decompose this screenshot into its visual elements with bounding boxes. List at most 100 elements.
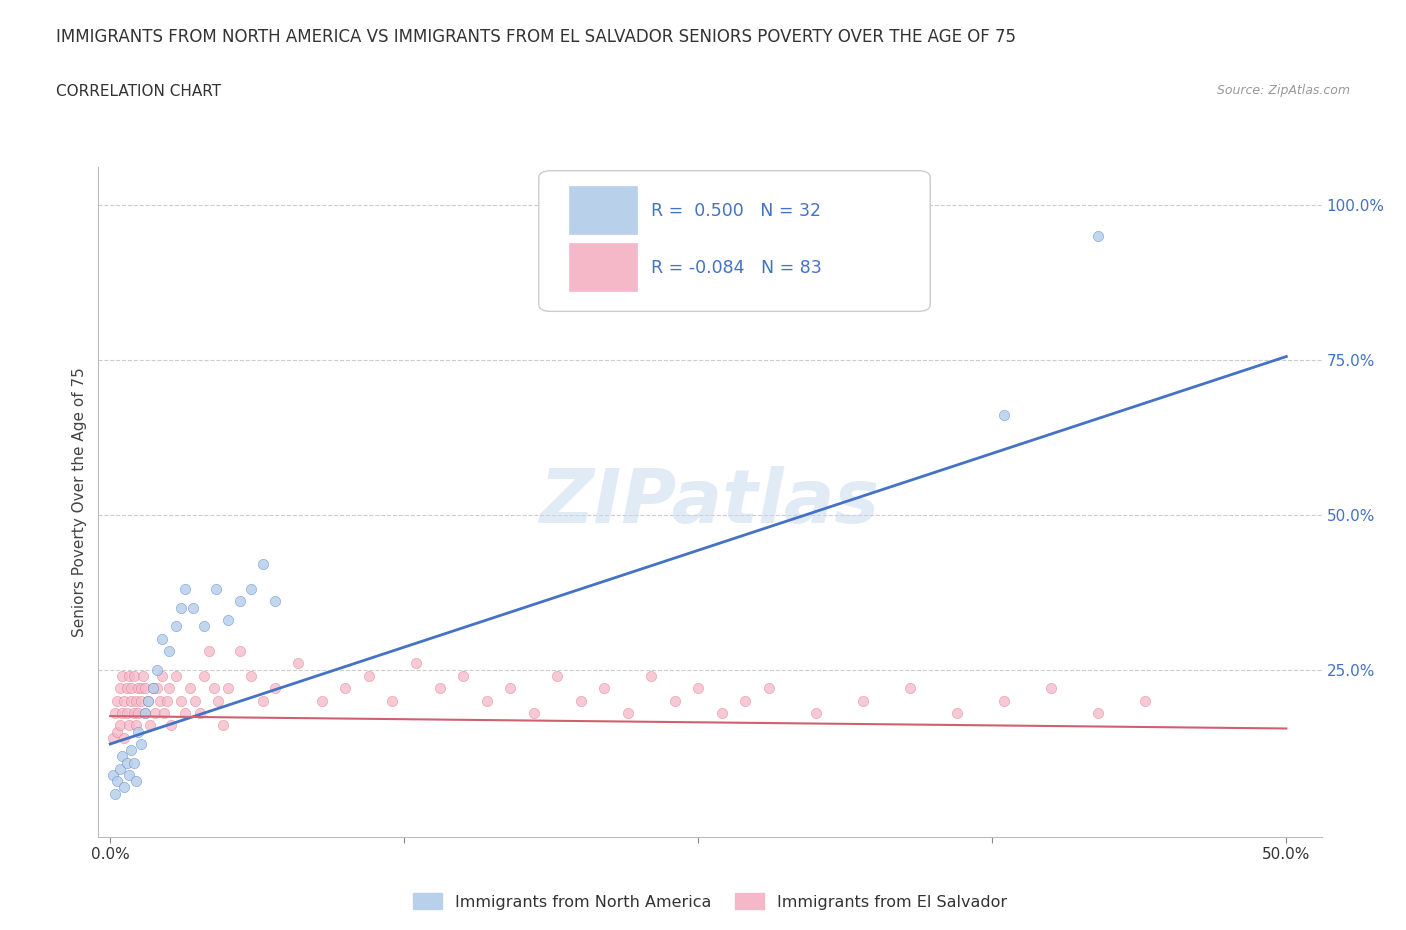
Point	[381, 693, 404, 708]
Point	[120, 693, 142, 708]
Point	[263, 594, 285, 609]
Point	[451, 669, 474, 684]
Point	[139, 718, 162, 733]
Point	[1135, 693, 1157, 708]
Point	[105, 774, 128, 789]
Point	[184, 693, 207, 708]
Point	[118, 718, 141, 733]
Point	[108, 762, 131, 777]
Text: R =  0.500   N = 32: R = 0.500 N = 32	[651, 202, 821, 219]
Point	[170, 693, 193, 708]
Point	[153, 706, 176, 721]
Point	[118, 767, 141, 782]
Point	[127, 706, 149, 721]
Point	[734, 693, 756, 708]
FancyBboxPatch shape	[538, 171, 931, 312]
Point	[150, 669, 173, 684]
Point	[993, 408, 1015, 423]
Point	[174, 581, 197, 596]
Point	[212, 718, 235, 733]
Point	[160, 718, 183, 733]
Point	[946, 706, 969, 721]
Point	[546, 669, 568, 684]
Point	[112, 693, 135, 708]
Point	[157, 681, 180, 696]
Point	[193, 618, 215, 633]
Point	[108, 681, 131, 696]
Point	[475, 693, 498, 708]
Point	[141, 681, 163, 696]
Bar	[569, 186, 637, 234]
Point	[129, 693, 152, 708]
Point	[132, 669, 155, 684]
Point	[129, 681, 152, 696]
Point	[115, 681, 138, 696]
Point	[198, 644, 221, 658]
Point	[205, 581, 228, 596]
Point	[207, 693, 229, 708]
Point	[136, 693, 159, 708]
Point	[111, 749, 134, 764]
Point	[104, 786, 127, 801]
Point	[710, 706, 733, 721]
Point	[688, 681, 710, 696]
Point	[664, 693, 686, 708]
Point	[193, 669, 215, 684]
Point	[125, 718, 148, 733]
Point	[120, 743, 142, 758]
Point	[150, 631, 173, 646]
Text: CORRELATION CHART: CORRELATION CHART	[56, 84, 221, 99]
Bar	[569, 243, 637, 291]
Point	[804, 706, 827, 721]
Point	[217, 681, 239, 696]
Y-axis label: Seniors Poverty Over the Age of 75: Seniors Poverty Over the Age of 75	[72, 367, 87, 637]
Point	[640, 669, 662, 684]
Point	[115, 706, 138, 721]
Point	[127, 724, 149, 739]
Point	[188, 706, 211, 721]
Point	[146, 681, 169, 696]
Point	[758, 681, 780, 696]
Point	[129, 737, 152, 751]
Point	[149, 693, 172, 708]
Point	[228, 594, 250, 609]
Point	[1040, 681, 1063, 696]
Point	[115, 755, 138, 770]
Point	[122, 669, 145, 684]
Point	[1087, 706, 1109, 721]
Point	[174, 706, 197, 721]
Point	[111, 669, 134, 684]
Point	[217, 613, 239, 628]
Point	[252, 557, 274, 572]
Point	[112, 730, 135, 745]
Text: IMMIGRANTS FROM NORTH AMERICA VS IMMIGRANTS FROM EL SALVADOR SENIORS POVERTY OVE: IMMIGRANTS FROM NORTH AMERICA VS IMMIGRA…	[56, 28, 1017, 46]
Point	[898, 681, 921, 696]
Point	[108, 718, 131, 733]
Point	[593, 681, 616, 696]
Point	[101, 730, 124, 745]
Point	[125, 693, 148, 708]
Point	[134, 706, 156, 721]
Point	[101, 767, 124, 782]
Text: R = -0.084   N = 83: R = -0.084 N = 83	[651, 259, 823, 277]
Point	[523, 706, 546, 721]
Point	[499, 681, 522, 696]
Point	[993, 693, 1015, 708]
Point	[429, 681, 451, 696]
Point	[111, 706, 134, 721]
Point	[616, 706, 638, 721]
Point	[125, 774, 148, 789]
Point	[335, 681, 357, 696]
Point	[179, 681, 201, 696]
Point	[104, 706, 127, 721]
Text: ZIPatlas: ZIPatlas	[540, 466, 880, 538]
Legend: Immigrants from North America, Immigrants from El Salvador: Immigrants from North America, Immigrant…	[406, 886, 1014, 916]
Point	[120, 681, 142, 696]
Point	[112, 780, 135, 795]
Point	[156, 693, 179, 708]
Point	[105, 693, 128, 708]
Point	[181, 600, 204, 615]
Point	[852, 693, 875, 708]
Point	[127, 681, 149, 696]
Point	[118, 669, 141, 684]
